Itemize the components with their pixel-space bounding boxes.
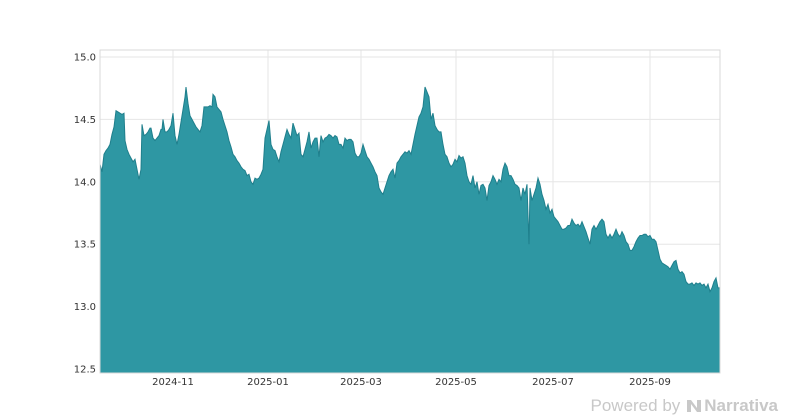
powered-by-watermark: Powered by Narrativa	[591, 396, 779, 416]
area-series	[99, 86, 721, 374]
x-axis-ticks: 2024-11 2025-01 2025-03 2025-05 2025-07 2025-…	[152, 377, 671, 388]
narrativa-logo-icon	[687, 400, 702, 412]
y-axis-ticks: 12.5 13.0 13.5 14.0 14.5 15.0	[74, 53, 96, 376]
y-tick-label: 15.0	[74, 53, 96, 64]
x-tick-label: 2024-11	[152, 377, 194, 388]
x-tick-label: 2025-07	[532, 377, 574, 388]
watermark-prefix: Powered by	[590, 396, 681, 415]
plot-frame	[99, 49, 721, 374]
y-tick-label: 14.5	[74, 115, 96, 126]
y-tick-label: 13.5	[74, 240, 96, 251]
x-tick-label: 2025-09	[629, 377, 671, 388]
x-tick-label: 2025-05	[435, 377, 477, 388]
y-tick-label: 14.0	[74, 177, 96, 188]
x-tick-label: 2025-01	[247, 377, 289, 388]
watermark-brand-label: Narrativa	[704, 396, 778, 415]
x-tick-label: 2025-03	[340, 377, 382, 388]
y-tick-label: 12.5	[74, 365, 96, 376]
y-tick-label: 13.0	[74, 302, 96, 313]
watermark-brand: Narrativa	[686, 396, 778, 416]
